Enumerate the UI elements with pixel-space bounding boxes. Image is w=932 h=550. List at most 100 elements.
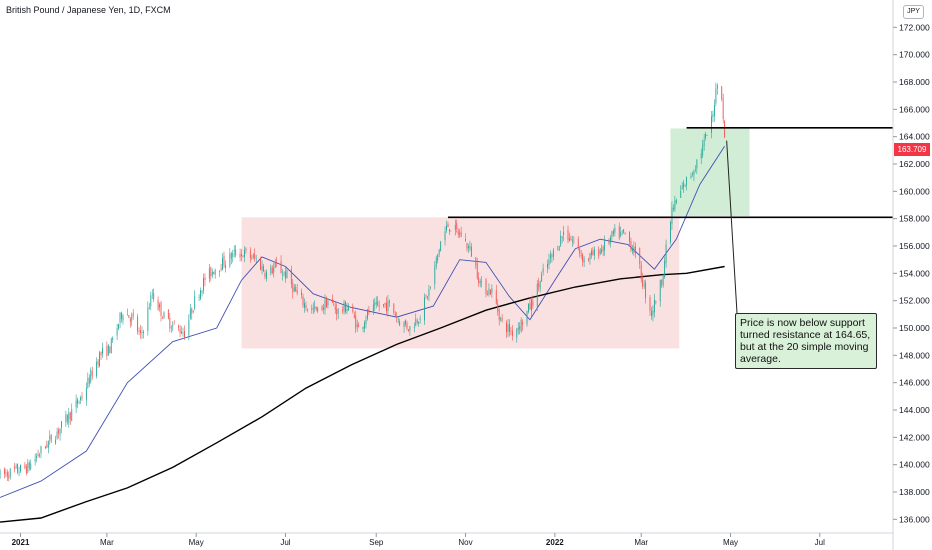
candle (282, 269, 283, 281)
candle-body (560, 235, 562, 246)
candle (345, 300, 346, 314)
candle-body (292, 283, 294, 293)
candle (375, 296, 377, 309)
candle-body (283, 272, 285, 274)
candle-body (271, 268, 273, 274)
candle-body (121, 312, 122, 320)
candle-body (541, 274, 543, 282)
candle-body (261, 265, 263, 271)
candle-body (304, 303, 305, 308)
candle (465, 233, 466, 242)
candle-body (59, 428, 61, 435)
candle-body (18, 472, 20, 474)
candle-body (579, 248, 581, 255)
x-tick-label: Jul (815, 538, 825, 547)
candle-body (409, 326, 411, 331)
candle (283, 271, 285, 277)
y-tick-label: 148.000 (899, 350, 930, 360)
candle (618, 222, 620, 241)
candle-body (519, 326, 521, 330)
candle (214, 268, 216, 279)
candle-body (203, 278, 204, 291)
candle (530, 296, 532, 317)
candle-body (254, 254, 256, 259)
candle-body (323, 307, 324, 310)
candle (394, 311, 396, 317)
x-tick-label: 2021 (12, 538, 30, 547)
candle (128, 314, 130, 319)
candle (517, 322, 519, 335)
y-tick-label: 140.000 (899, 460, 930, 470)
candle (384, 302, 386, 308)
candle-body (532, 300, 534, 307)
candle (311, 304, 313, 314)
candle-body (630, 241, 632, 251)
candle-body (295, 286, 297, 292)
candle-body (620, 232, 622, 237)
candle-body (116, 328, 118, 336)
candle (59, 428, 61, 441)
candle-body (652, 310, 654, 316)
candle-body (232, 252, 234, 258)
candle (602, 245, 604, 257)
candle-body (705, 133, 707, 138)
candle (280, 255, 282, 274)
candle (634, 242, 636, 259)
candle-body (265, 271, 267, 279)
candle-body (222, 257, 223, 271)
candle-body (129, 318, 131, 323)
candle-body (28, 462, 30, 469)
candle (651, 306, 652, 320)
candle (324, 294, 326, 315)
candle-body (184, 331, 185, 337)
candle (333, 300, 335, 307)
candle-body (653, 299, 655, 313)
candle-body (604, 240, 606, 251)
candle (705, 131, 707, 141)
candle-body (252, 254, 254, 258)
x-tick-label: Nov (458, 538, 472, 547)
candle-body (489, 290, 491, 295)
sma-200-line (0, 265, 725, 523)
candle (229, 248, 231, 269)
candle-body (118, 324, 120, 329)
candle (66, 414, 68, 425)
candle (119, 311, 121, 329)
candle-body (711, 116, 712, 133)
candle (263, 263, 264, 273)
candle (254, 248, 256, 262)
candle-body (75, 400, 77, 408)
candle (722, 93, 724, 124)
candle (429, 286, 431, 290)
candle-body (365, 319, 367, 324)
candle-body (331, 299, 333, 303)
candle-body (415, 319, 417, 327)
y-tick-label: 144.000 (899, 405, 930, 415)
candle-body (311, 307, 313, 311)
candle (388, 299, 390, 307)
candle-body (49, 435, 51, 440)
candle (601, 244, 603, 254)
candle (438, 248, 440, 258)
candle-body (47, 441, 49, 448)
candle (367, 308, 368, 321)
candle (383, 304, 384, 308)
candle (78, 400, 80, 405)
y-tick-label: 160.000 (899, 186, 930, 196)
candle (598, 246, 600, 259)
candle (604, 235, 606, 256)
candle (560, 230, 562, 247)
candle (85, 382, 87, 406)
breakout-zone (670, 128, 750, 216)
currency-badge[interactable]: JPY (903, 5, 924, 19)
candle-body (69, 412, 71, 420)
x-tick-label: Sep (369, 538, 384, 547)
y-tick-label: 152.000 (899, 296, 930, 306)
candle (440, 240, 442, 252)
candle-body (374, 302, 376, 306)
y-tick-label: 150.000 (899, 323, 930, 333)
candle (270, 264, 272, 276)
candle-body (419, 318, 421, 320)
y-tick-label: 170.000 (899, 50, 930, 60)
candle-body (501, 318, 503, 321)
